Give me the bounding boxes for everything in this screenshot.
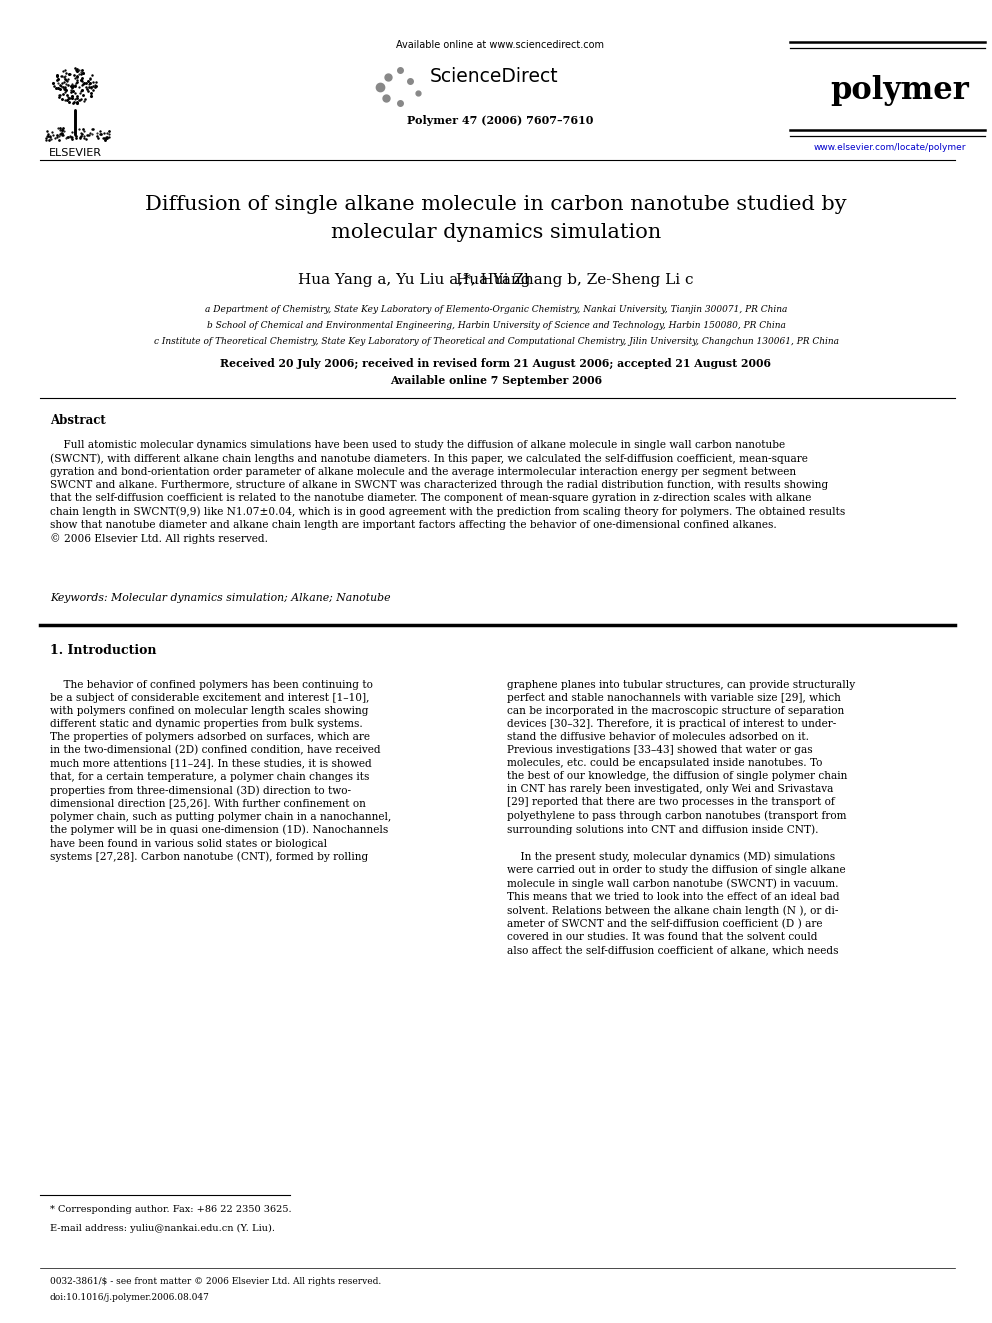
Text: ELSEVIER: ELSEVIER [49, 148, 101, 157]
Text: b School of Chemical and Environmental Engineering, Harbin University of Science: b School of Chemical and Environmental E… [206, 321, 786, 331]
Text: Keywords: Molecular dynamics simulation; Alkane; Nanotube: Keywords: Molecular dynamics simulation;… [50, 593, 391, 603]
Text: E-mail address: yuliu@nankai.edu.cn (Y. Liu).: E-mail address: yuliu@nankai.edu.cn (Y. … [50, 1224, 275, 1233]
Text: Received 20 July 2006; received in revised form 21 August 2006; accepted 21 Augu: Received 20 July 2006; received in revis… [220, 357, 772, 369]
Text: The behavior of confined polymers has been continuing to
be a subject of conside: The behavior of confined polymers has be… [50, 680, 391, 863]
Text: Available online at www.sciencedirect.com: Available online at www.sciencedirect.co… [396, 40, 604, 50]
Text: Diffusion of single alkane molecule in carbon nanotube studied by: Diffusion of single alkane molecule in c… [145, 196, 847, 214]
Text: a Department of Chemistry, State Key Laboratory of Elemento-Organic Chemistry, N: a Department of Chemistry, State Key Lab… [204, 306, 788, 315]
Text: Hua Yang a, Yu Liu a,*, Hui Zhang b, Ze-Sheng Li c: Hua Yang a, Yu Liu a,*, Hui Zhang b, Ze-… [299, 273, 693, 287]
Text: www.elsevier.com/locate/polymer: www.elsevier.com/locate/polymer [813, 143, 966, 152]
Text: 1. Introduction: 1. Introduction [50, 643, 157, 656]
Text: c Institute of Theoretical Chemistry, State Key Laboratory of Theoretical and Co: c Institute of Theoretical Chemistry, St… [154, 337, 838, 347]
Text: molecular dynamics simulation: molecular dynamics simulation [331, 222, 661, 242]
Text: * Corresponding author. Fax: +86 22 2350 3625.: * Corresponding author. Fax: +86 22 2350… [50, 1205, 292, 1215]
Text: Hua Yang: Hua Yang [456, 273, 536, 287]
Text: Full atomistic molecular dynamics simulations have been used to study the diffus: Full atomistic molecular dynamics simula… [50, 441, 845, 544]
Text: 0032-3861/$ - see front matter © 2006 Elsevier Ltd. All rights reserved.: 0032-3861/$ - see front matter © 2006 El… [50, 1278, 381, 1286]
Text: ScienceDirect: ScienceDirect [430, 66, 558, 86]
Text: Available online 7 September 2006: Available online 7 September 2006 [390, 374, 602, 385]
Text: graphene planes into tubular structures, can provide structurally
perfect and st: graphene planes into tubular structures,… [507, 680, 855, 955]
Text: polymer: polymer [830, 74, 969, 106]
Text: Polymer 47 (2006) 7607–7610: Polymer 47 (2006) 7607–7610 [407, 115, 593, 126]
Text: Abstract: Abstract [50, 414, 106, 426]
Text: doi:10.1016/j.polymer.2006.08.047: doi:10.1016/j.polymer.2006.08.047 [50, 1294, 210, 1303]
